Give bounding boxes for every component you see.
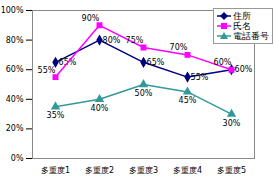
svg-text:40%: 40% bbox=[6, 95, 24, 104]
html-text:氏名: 氏名 bbox=[233, 21, 251, 31]
svg-text:60%: 60% bbox=[235, 65, 253, 74]
svg-text:55%: 55% bbox=[38, 66, 56, 75]
html-text:住所: 住所 bbox=[233, 11, 251, 21]
svg-text:90%: 90% bbox=[82, 14, 100, 23]
svg-text:70%: 70% bbox=[170, 43, 188, 52]
svg-text:80%: 80% bbox=[6, 36, 24, 45]
html-text:電話番号: 電話番号 bbox=[233, 31, 269, 41]
svg-text:多重度2: 多重度2 bbox=[85, 166, 114, 175]
svg-text:65%: 65% bbox=[58, 57, 77, 67]
svg-text:60%: 60% bbox=[6, 65, 24, 74]
svg-text:80%: 80% bbox=[103, 36, 121, 45]
svg-text:多重度4: 多重度4 bbox=[173, 166, 202, 175]
svg-text:30%: 30% bbox=[223, 119, 241, 128]
svg-text:50%: 50% bbox=[135, 89, 153, 98]
svg-text:55%: 55% bbox=[191, 73, 209, 82]
svg-text:45%: 45% bbox=[179, 96, 197, 105]
svg-text:多重度5: 多重度5 bbox=[217, 166, 246, 175]
svg-text:60%: 60% bbox=[214, 58, 232, 67]
svg-text:20%: 20% bbox=[6, 124, 24, 133]
svg-text:40%: 40% bbox=[91, 104, 109, 113]
svg-text:35%: 35% bbox=[47, 111, 65, 120]
svg-text:75%: 75% bbox=[126, 36, 144, 45]
svg-text:0%: 0% bbox=[11, 154, 24, 163]
svg-text:100%: 100% bbox=[1, 6, 24, 15]
svg-text:多重度1: 多重度1 bbox=[41, 166, 70, 175]
svg-text:65%: 65% bbox=[147, 58, 165, 67]
svg-text:多重度3: 多重度3 bbox=[129, 166, 158, 175]
